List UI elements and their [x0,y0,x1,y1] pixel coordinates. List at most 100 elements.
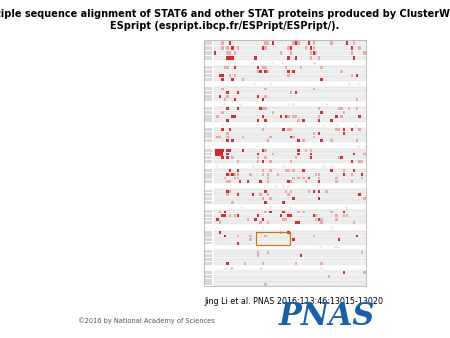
Bar [224,235,226,237]
Bar [216,218,219,220]
Bar [234,115,236,118]
Bar [265,107,267,110]
Bar [300,255,302,257]
Bar [204,95,212,98]
Bar [353,221,356,224]
Bar [318,176,320,179]
Bar [262,173,264,176]
Bar [290,160,292,163]
Bar [226,119,229,122]
Bar [305,46,307,50]
Bar [231,139,234,142]
Bar [348,107,351,110]
Bar [310,46,312,50]
Bar [229,51,231,55]
Bar [214,107,366,110]
Bar [219,231,221,234]
Bar [267,173,269,176]
Bar [259,70,262,73]
Bar [302,169,305,172]
Bar [343,128,345,131]
Bar [221,156,224,159]
Bar [285,66,287,69]
Bar [290,91,292,94]
Bar [214,173,366,176]
Bar [343,132,345,135]
Bar [338,156,340,159]
Bar [234,173,236,176]
Bar [231,78,234,81]
Bar [343,111,345,114]
Bar [313,136,315,139]
Bar [297,176,300,179]
Bar [320,78,323,81]
Bar [214,169,366,172]
Bar [229,128,231,131]
Bar [356,98,358,101]
Bar [247,218,249,220]
Bar [221,41,224,45]
Bar [204,111,212,114]
Bar [204,221,212,224]
Bar [214,128,366,131]
Bar [265,201,267,203]
Bar [229,214,231,217]
Bar [351,128,353,131]
Bar [237,193,239,196]
Bar [214,40,366,45]
Bar [204,41,212,45]
Bar [341,156,343,159]
Bar [221,88,224,91]
Bar [290,214,292,217]
Bar [297,221,300,224]
Bar [353,56,356,60]
Bar [318,190,320,193]
Bar [315,218,317,220]
Bar [265,66,267,69]
Bar [231,201,234,203]
Text: PNAS: PNAS [279,300,375,332]
Bar [363,51,365,55]
Bar [295,91,297,94]
Bar [254,56,256,60]
Bar [272,111,274,114]
Bar [214,77,366,81]
Bar [267,180,269,183]
Bar [226,66,229,69]
Bar [219,74,221,77]
Bar [237,242,239,245]
Bar [257,214,259,217]
Bar [320,66,323,69]
Bar [262,160,264,163]
Bar [313,235,315,237]
Bar [338,128,340,131]
Bar [295,56,297,60]
Bar [292,136,295,139]
Bar [305,149,307,152]
Bar [229,169,231,172]
Bar [214,271,366,274]
Bar [214,200,366,204]
Bar [356,235,358,237]
Bar [229,56,231,60]
Bar [335,115,338,118]
Bar [267,41,269,45]
Bar [214,210,366,213]
Bar [279,214,282,217]
Bar [214,46,366,50]
Bar [229,41,231,45]
Bar [257,255,259,257]
Bar [257,160,259,163]
Bar [313,41,315,45]
Bar [214,221,366,224]
Bar [224,176,226,179]
Bar [358,128,360,131]
Bar [214,70,366,73]
Bar [204,149,212,152]
Bar [204,56,212,60]
Bar [226,46,229,50]
Bar [358,115,360,118]
Bar [265,190,267,193]
Bar [290,46,292,50]
Bar [214,238,366,241]
